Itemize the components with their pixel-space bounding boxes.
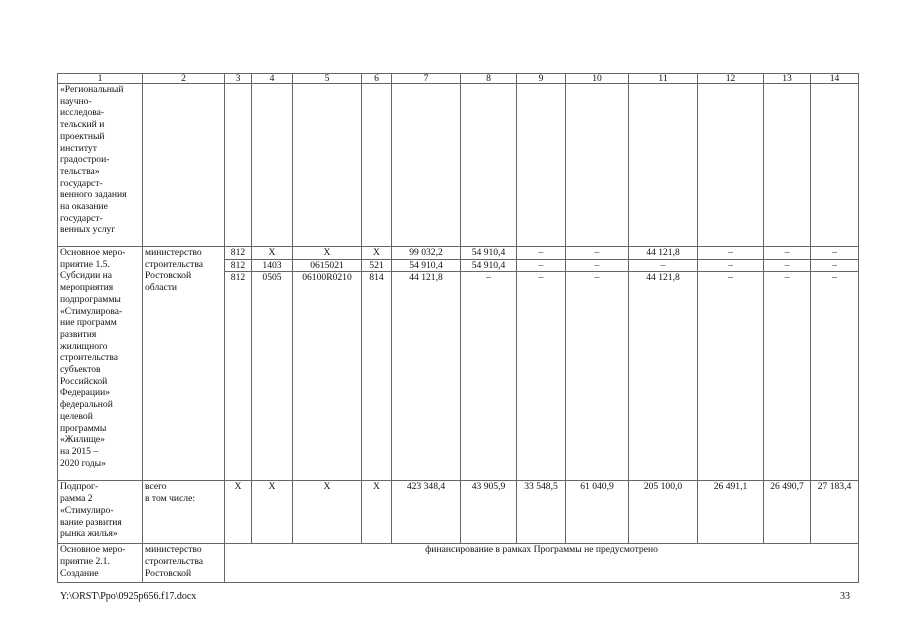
table-cell: 54 910,4	[460, 258, 517, 273]
table-row: «Региональный научно- исследова- тельски…	[57, 83, 859, 247]
footer-file-path: Y:\ORST\Ppo\0925p656.f17.docx	[60, 591, 197, 602]
table-row: 812 1403 0615021 521 54 910,4 54 910,4– – – – – –	[58, 258, 859, 273]
table-cell: 12	[697, 73, 764, 84]
table-cell: –	[565, 258, 629, 273]
table-row: Основное меро- приятие 2.1. Создание мини…	[57, 543, 859, 584]
table-cell: 54 910,4	[460, 246, 517, 260]
table-cell: –	[628, 258, 698, 273]
table-cell: –	[565, 271, 629, 482]
table-cell	[565, 83, 629, 247]
table-cell: 4	[251, 73, 293, 84]
table-cell: 814	[361, 271, 392, 482]
table-cell: –	[516, 246, 566, 260]
table-cell: –	[697, 258, 764, 273]
table-cell: 33 548,5	[516, 480, 566, 545]
table-cell: X	[361, 246, 392, 260]
table-cell: 812	[224, 246, 252, 260]
table-cell	[251, 83, 293, 247]
table-cell: министерство строительства Ростовской об…	[142, 245, 225, 482]
table-cell: –	[697, 246, 764, 260]
table-cell: 26 490,7	[763, 480, 811, 545]
table-cell	[292, 83, 362, 247]
table-cell: –	[810, 271, 859, 482]
table-cell	[628, 83, 698, 247]
table-cell: 54 910,4	[391, 258, 461, 273]
table-cell: 521	[361, 258, 392, 273]
table-cell: 9	[516, 73, 566, 84]
table-cell	[391, 83, 461, 247]
table-cell: 8	[460, 73, 517, 84]
table-cell: –	[516, 258, 566, 273]
table-cell: X	[292, 246, 362, 260]
table-cell: 812	[224, 258, 252, 273]
table-cell: 13	[763, 73, 811, 84]
table-cell: 06100R0210	[292, 271, 362, 482]
table-cell	[361, 83, 392, 247]
table-cell: Основное меро- приятие 1.5. Субсидии на …	[57, 245, 143, 482]
table-cell	[142, 83, 225, 247]
table-cell: X	[251, 246, 293, 260]
table-cell	[516, 83, 566, 247]
table-cell: 2	[142, 73, 225, 84]
table-cell	[224, 83, 252, 247]
table-cell	[763, 83, 811, 247]
table-cell: X	[361, 480, 392, 545]
table-cell: 14	[810, 73, 859, 84]
table-row: 812 0505 06100R0210 814 44 121,8– – –44 121,8–…	[58, 271, 859, 482]
table-cell: 27 183,4	[810, 480, 859, 545]
budget-table: 1 2 3 4 5 6 7 8 9 10 11 12 13 14 «Региональный научно-…	[57, 73, 859, 584]
table-cell: 423 348,4	[391, 480, 461, 545]
table-cell: 11	[628, 73, 698, 84]
table-cell: 1	[57, 73, 143, 84]
table-cell: X	[224, 480, 252, 545]
header-row: 1 2 3 4 5 6 7 8 9 10 11 12 13 14	[57, 73, 859, 84]
table-cell: –	[763, 258, 811, 273]
table-cell	[697, 83, 764, 247]
table-cell: 7	[391, 73, 461, 84]
table-cell: 3	[224, 73, 252, 84]
table-cell: 6	[361, 73, 392, 84]
table-cell: –	[565, 246, 629, 260]
table-cell: финансирование в рамках Программы не пре…	[224, 543, 859, 584]
table-cell: всего в том числе:	[142, 480, 225, 545]
table-cell: 99 032,2	[391, 246, 461, 260]
table-cell: 26 491,1	[697, 480, 764, 545]
table-cell: X	[251, 480, 293, 545]
table-cell: 44 121,8	[391, 271, 461, 482]
table-cell: Подпрог- рамма 2 «Стимулиро- вание разви…	[57, 480, 143, 545]
table-cell: –	[763, 246, 811, 260]
table-cell: –	[697, 271, 764, 482]
table-cell: 61 040,9	[565, 480, 629, 545]
table-cell: –	[810, 246, 859, 260]
table-cell: –	[810, 258, 859, 273]
table-cell: 44 121,8	[628, 246, 698, 260]
table-row: Подпрог- рамма 2 «Стимулиро- вание разви…	[57, 480, 859, 545]
table-cell: 44 121,8	[628, 271, 698, 482]
page-number: 33	[840, 591, 850, 602]
table-cell: 1403	[251, 258, 293, 273]
table-cell: 0505	[251, 271, 293, 482]
table-cell: X	[292, 480, 362, 545]
table-cell: 0615021	[292, 258, 362, 273]
table-cell: министерство строительства Ростовской	[142, 543, 225, 584]
table-cell	[810, 83, 859, 247]
table-row: Основное меро- приятие 1.5. Субсидии на …	[57, 245, 859, 482]
table-cell: 812	[224, 271, 252, 482]
table-cell: Основное меро- приятие 2.1. Создание	[57, 543, 143, 584]
table-cell	[460, 83, 517, 247]
table-cell: 10	[565, 73, 629, 84]
table-cell: 43 905,9	[460, 480, 517, 545]
table-cell: –	[460, 271, 517, 482]
table-cell: –	[763, 271, 811, 482]
table-cell: 205 100,0	[628, 480, 698, 545]
table-cell: 5	[292, 73, 362, 84]
table-cell: –	[516, 271, 566, 482]
table-cell: «Региональный научно- исследова- тельски…	[57, 83, 143, 247]
